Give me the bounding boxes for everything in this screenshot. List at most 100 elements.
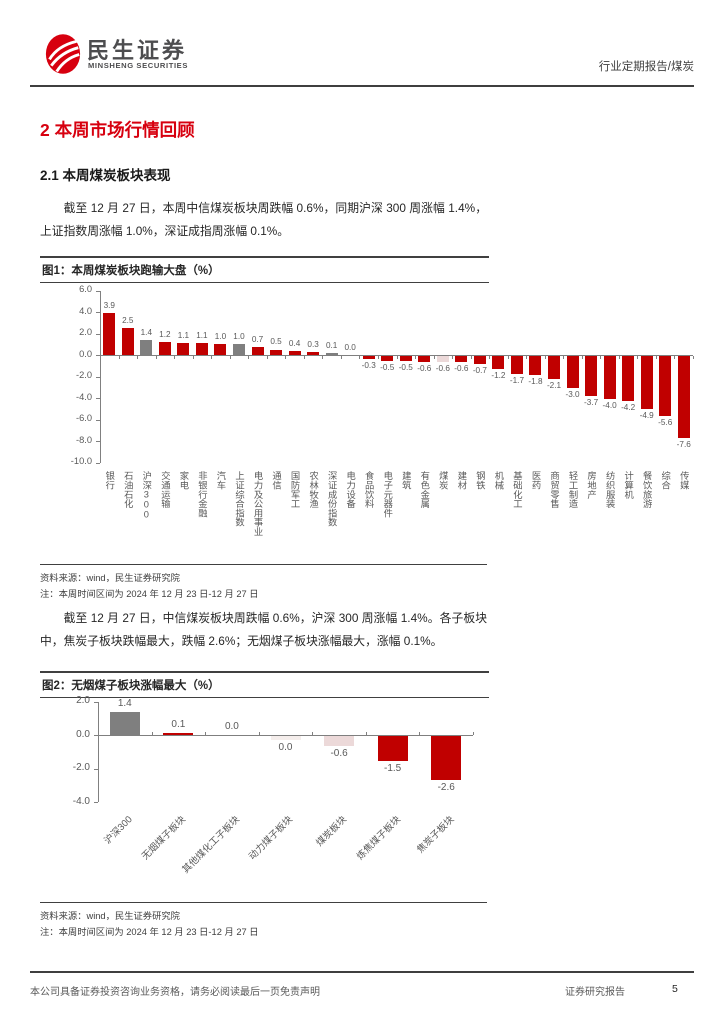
bar-value-label: 0.0 xyxy=(224,721,239,732)
y-axis-line xyxy=(98,701,99,802)
x-category-label: 炼焦煤子板块 xyxy=(354,814,403,863)
figure2-title: 图2：无烟煤子板块涨幅最大（%） xyxy=(40,671,489,698)
bar-value-label: 0.4 xyxy=(288,338,301,348)
x-category-label: 餐饮旅游 xyxy=(641,470,652,508)
bar xyxy=(418,356,431,363)
x-tick-mark xyxy=(100,356,101,359)
x-tick-mark xyxy=(98,732,99,735)
y-tick-mark xyxy=(96,355,100,356)
x-category-label: 银行 xyxy=(104,470,115,490)
bar xyxy=(622,356,635,402)
x-tick-mark xyxy=(248,356,250,359)
x-category-label: 沪深300 xyxy=(102,814,135,847)
x-tick-mark xyxy=(359,356,361,359)
bar xyxy=(455,356,468,363)
x-tick-mark xyxy=(174,356,176,359)
report-category: 行业定期报告/煤炭 xyxy=(598,61,694,73)
x-category-label: 电子元器件 xyxy=(382,470,393,518)
x-tick-mark xyxy=(151,732,153,735)
bar-value-label: -2.6 xyxy=(437,781,455,793)
y-tick-mark xyxy=(96,441,100,442)
bar-value-label: 0.0 xyxy=(278,742,293,753)
bar-value-label: -4.9 xyxy=(639,410,654,420)
y-tick-label: 0.0 xyxy=(76,728,90,740)
footer-disclaimer: 本公司具备证券投资咨询业务资格，请务必阅读最后一页免责声明 xyxy=(30,987,320,998)
x-tick-mark xyxy=(489,356,491,359)
x-tick-mark xyxy=(507,356,509,359)
x-category-label: 煤炭 xyxy=(437,470,448,490)
y-tick-label: -4.0 xyxy=(75,391,92,402)
x-tick-mark xyxy=(600,356,602,359)
x-tick-mark xyxy=(118,356,120,359)
bar-value-label: -1.8 xyxy=(528,377,543,387)
x-tick-mark xyxy=(473,732,474,735)
x-category-label: 医药 xyxy=(530,470,541,490)
bar xyxy=(140,339,153,355)
x-category-label: 电力及公用事业 xyxy=(252,470,263,536)
bar xyxy=(473,356,486,364)
bar-value-label: -0.6 xyxy=(435,364,450,374)
bar-value-label: 1.0 xyxy=(233,332,245,342)
footer-divider xyxy=(30,971,694,973)
bar-value-label: -1.5 xyxy=(384,763,402,775)
bar xyxy=(436,356,449,363)
figure2-note: 注：本周时间区间为 2024 年 12 月 23 日-12 月 27 日 xyxy=(40,927,259,937)
x-tick-mark xyxy=(155,356,157,359)
x-tick-mark xyxy=(303,356,305,359)
bar-value-label: -1.2 xyxy=(491,370,506,380)
bar xyxy=(659,356,672,417)
figure1-chart: 6.0 4.0 2.0 0.0 -2.0 -4.0 -6.0 -8.0 -10.0 3.9 银行 2.… xyxy=(58,283,708,563)
y-tick-mark xyxy=(94,802,98,803)
y-tick-label: -4.0 xyxy=(72,795,90,807)
x-tick-mark xyxy=(581,356,583,359)
bar xyxy=(677,356,690,438)
bar-value-label: 3.9 xyxy=(103,300,115,310)
bar-value-label: -4.0 xyxy=(602,401,617,410)
x-category-label: 计算机 xyxy=(623,470,634,499)
bar-value-label: 0.1 xyxy=(171,719,186,730)
x-category-label: 农林牧渔 xyxy=(308,470,319,508)
x-tick-mark xyxy=(192,356,194,359)
x-category-label: 沪深300 xyxy=(141,470,152,520)
section-title: 2 本周市场行情回顾 xyxy=(40,120,195,140)
figure1-source: 资料来源：wind，民生证券研究院 xyxy=(40,573,180,583)
figure2-chart: 2.0 0.0 -2.0 -4.0 1.4 沪深300 0.1 无烟煤子板块 0.0 其他煤化工子… xyxy=(58,695,508,891)
x-axis-line xyxy=(100,355,693,356)
x-tick-mark xyxy=(433,356,435,359)
x-tick-mark xyxy=(340,356,342,359)
bar xyxy=(492,356,505,369)
footer-report-type: 证券研究报告 xyxy=(565,987,625,998)
x-category-label: 交通运输 xyxy=(159,470,170,508)
bar xyxy=(431,736,462,780)
x-tick-mark xyxy=(229,356,231,359)
x-tick-mark xyxy=(452,356,454,359)
x-category-label: 食品饮料 xyxy=(363,470,374,508)
bar-value-label: -0.6 xyxy=(417,364,432,374)
figure1-title: 图1：本周煤炭板块跑输大盘（%） xyxy=(40,256,489,283)
x-category-label: 轻工制造 xyxy=(567,470,578,508)
y-tick-label: 0.0 xyxy=(79,348,92,359)
bar xyxy=(288,350,301,355)
x-category-label: 石油石化 xyxy=(122,470,133,508)
x-category-label: 综合 xyxy=(660,470,671,490)
bar-value-label: -0.6 xyxy=(454,364,469,374)
x-category-label: 有色金属 xyxy=(419,470,430,508)
x-category-label: 建材 xyxy=(456,470,467,490)
x-category-label: 非银行金融 xyxy=(196,470,207,518)
bar-value-label: -5.6 xyxy=(658,418,673,428)
x-tick-mark xyxy=(415,356,417,359)
x-category-label: 国防军工 xyxy=(289,470,300,508)
bar xyxy=(158,342,171,355)
bar-value-label: 1.0 xyxy=(214,332,227,342)
bar xyxy=(585,356,598,396)
bar-value-label: 1.4 xyxy=(140,327,153,337)
x-tick-mark xyxy=(693,356,694,359)
bar xyxy=(177,343,190,355)
bar-value-label: 2.5 xyxy=(122,315,134,325)
y-tick-label: 6.0 xyxy=(79,284,92,295)
x-tick-mark xyxy=(205,732,207,735)
bar-value-label: -0.3 xyxy=(361,361,376,371)
x-category-label: 基础化工 xyxy=(511,470,522,508)
x-category-label: 钢铁 xyxy=(474,470,485,490)
y-tick-mark xyxy=(96,333,100,335)
